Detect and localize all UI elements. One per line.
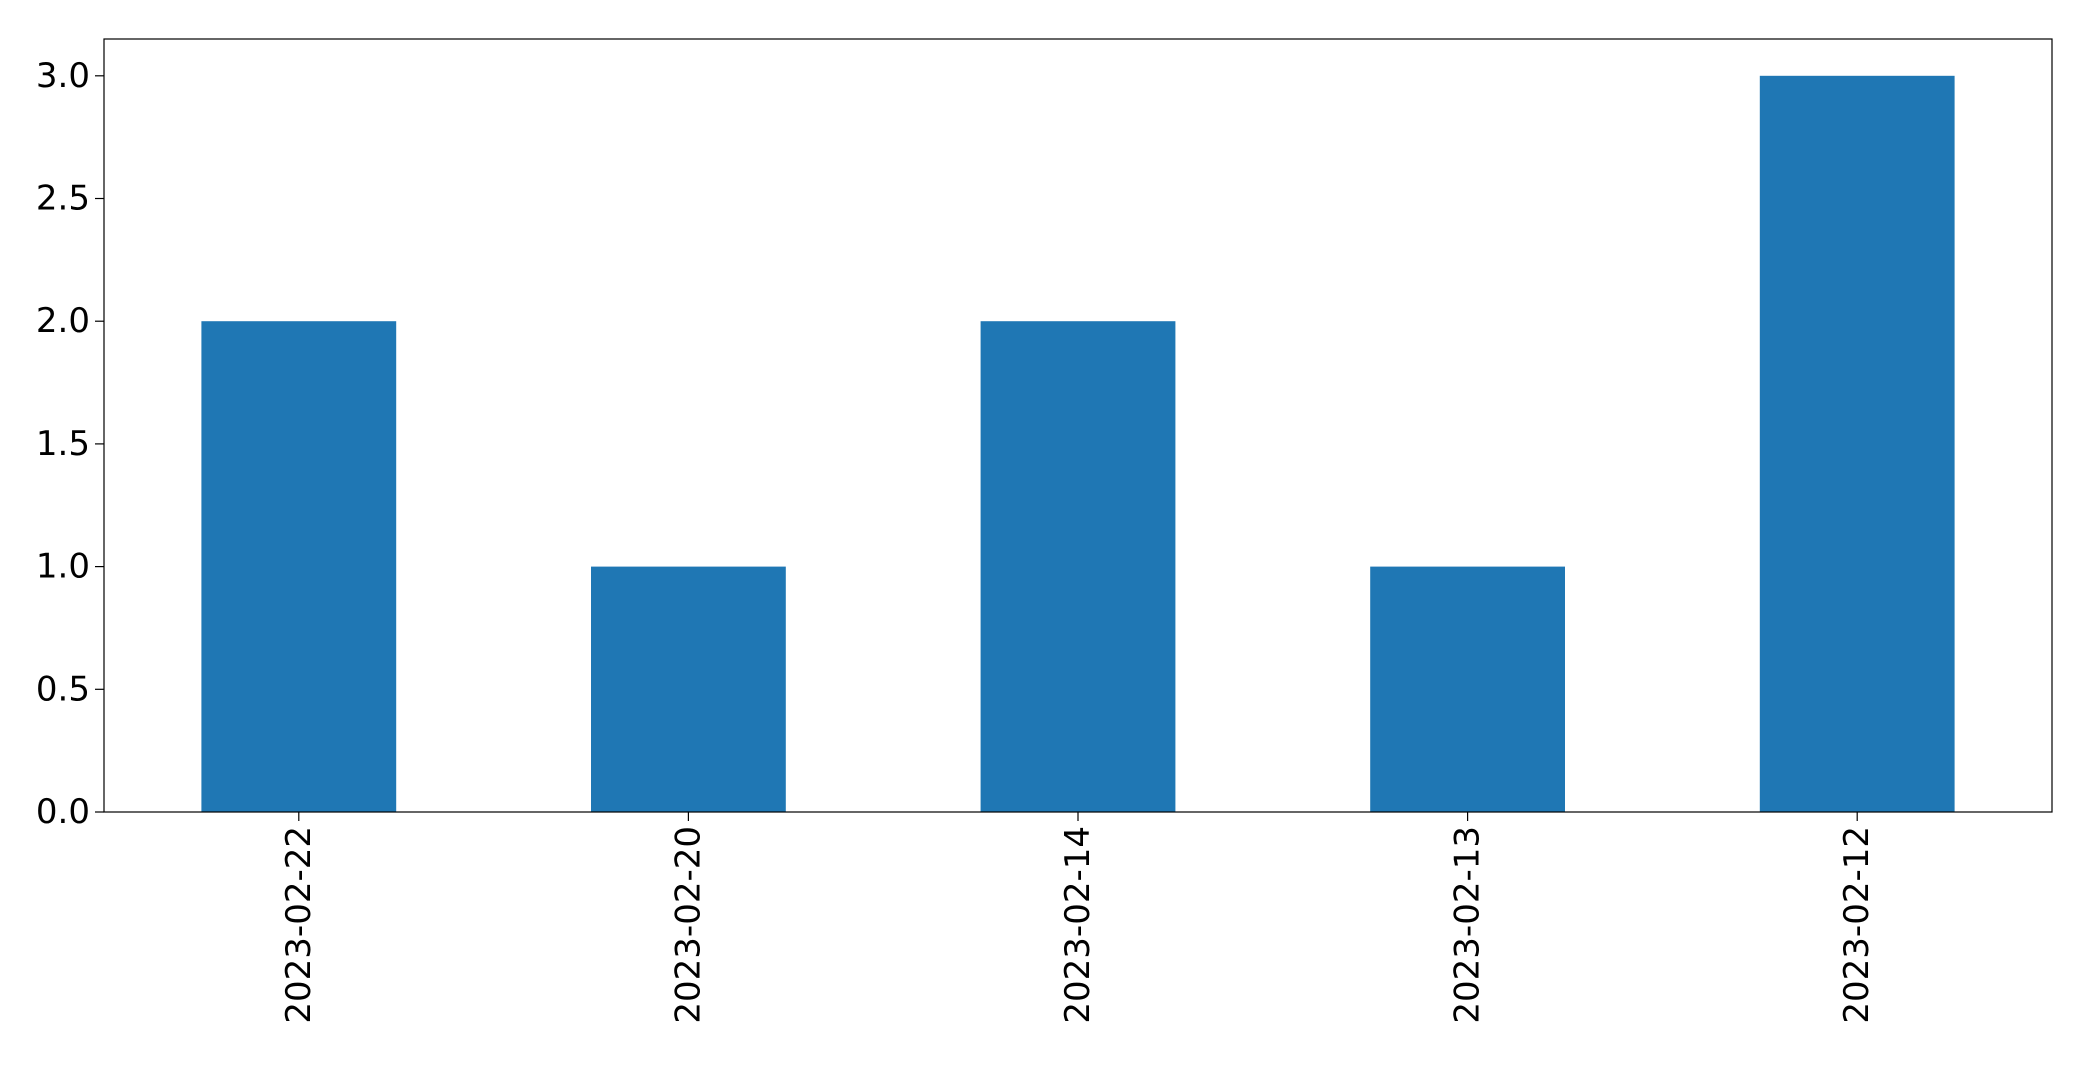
x-tick-label: 2023-02-12 [1837,826,1877,1024]
x-tick-label: 2023-02-14 [1058,826,1098,1024]
y-tick-label: 0.0 [36,792,90,832]
x-tick-label: 2023-02-22 [279,826,319,1024]
y-tick-label: 1.0 [36,547,90,587]
y-tick-label: 2.5 [36,179,90,219]
bar-2023-02-22 [201,321,397,812]
x-axis: 2023-02-22 2023-02-20 2023-02-14 2023-02-13… [279,812,1877,1024]
y-tick-label: 0.5 [36,669,90,709]
y-tick-label: 3.0 [36,56,90,96]
x-tick-label: 2023-02-13 [1448,826,1488,1024]
y-axis: 0.0 0.5 1.0 1.5 2.0 2.5 3.0 [36,56,104,832]
bar-2023-02-20 [591,566,786,812]
bar-2023-02-13 [1370,566,1565,812]
bar-2023-02-14 [980,321,1176,812]
y-tick-label: 2.0 [36,301,90,341]
bars-layer [201,75,1955,813]
bar-2023-02-12 [1759,75,1955,813]
x-tick-label: 2023-02-20 [668,826,708,1024]
y-tick-label: 1.5 [36,424,90,464]
